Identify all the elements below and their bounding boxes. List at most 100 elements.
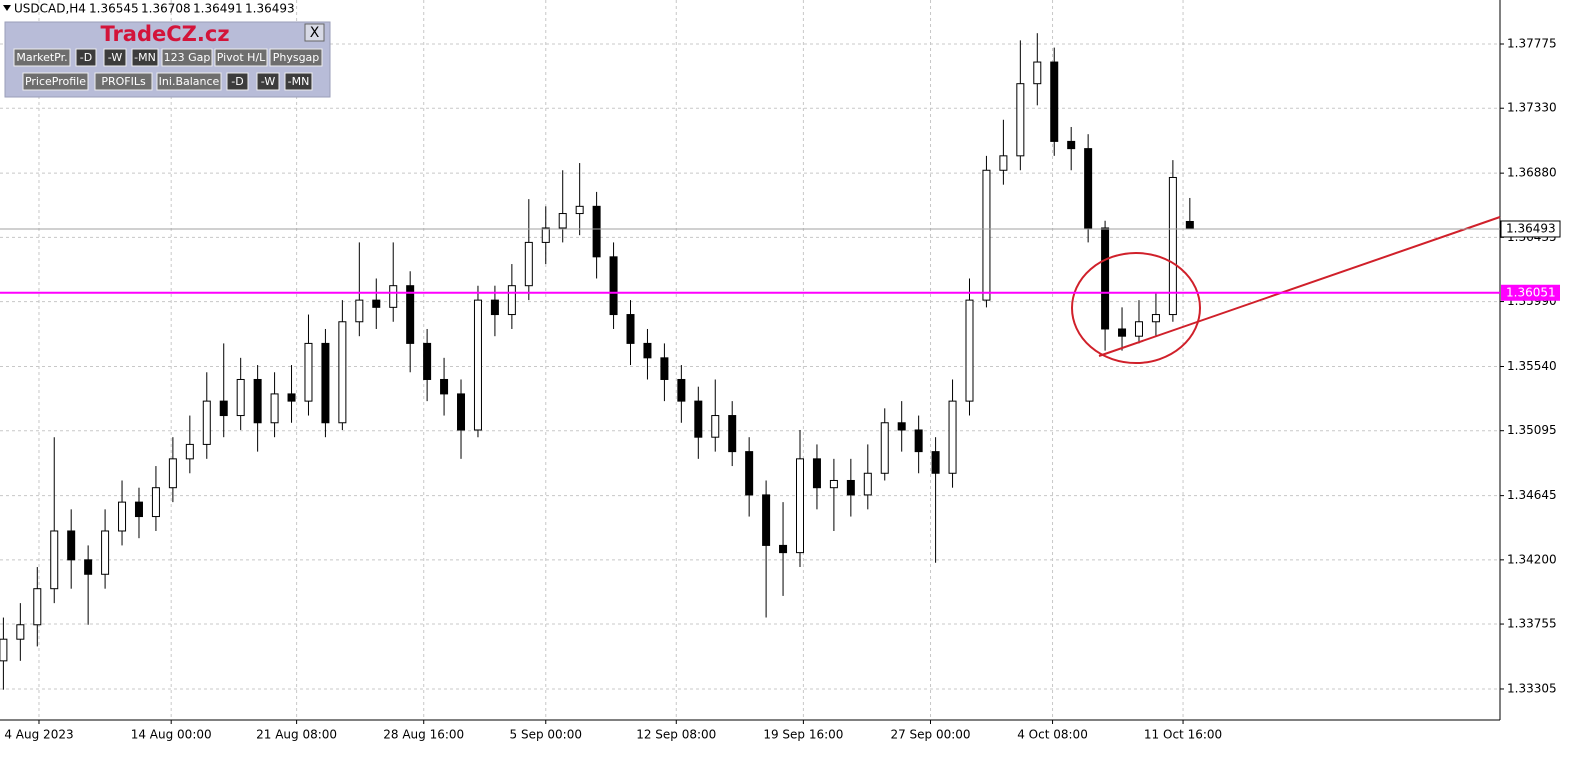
button-background[interactable] bbox=[94, 72, 153, 91]
candle-body bbox=[490, 299, 499, 316]
close-label[interactable]: X bbox=[310, 25, 320, 41]
price-label: 1.36493 bbox=[1506, 221, 1556, 235]
candle-body bbox=[1050, 61, 1059, 142]
button-label[interactable]: -MN bbox=[288, 75, 310, 88]
y-tick-label: 1.35095 bbox=[1507, 423, 1557, 437]
panel-button[interactable]: Ini.Balance bbox=[156, 72, 222, 91]
button-background[interactable] bbox=[75, 48, 97, 67]
menu-arrow[interactable] bbox=[3, 5, 11, 11]
trade-panel: TradeCZ.cz X MarketPr. -D -W -MN 123 Gap Pivo… bbox=[4, 21, 331, 98]
candle-body bbox=[677, 378, 686, 402]
panel-button[interactable]: -W bbox=[103, 48, 127, 67]
x-tick-label: 27 Sep 00:00 bbox=[890, 728, 970, 742]
panel-button[interactable]: -W bbox=[256, 72, 280, 91]
button-label[interactable]: PriceProfile bbox=[25, 75, 86, 88]
last-low: 1.36491 bbox=[193, 2, 243, 16]
candle-body bbox=[1033, 61, 1042, 85]
candle-body bbox=[253, 378, 262, 424]
symbol: USDCAD,H4 bbox=[14, 2, 86, 16]
candle-body bbox=[982, 169, 991, 301]
candle-body bbox=[151, 487, 160, 518]
candle-body bbox=[812, 458, 821, 489]
panel-button[interactable]: -MN bbox=[284, 72, 313, 91]
y-tick-label: 1.34200 bbox=[1507, 552, 1557, 566]
candle-body bbox=[914, 429, 923, 453]
button-label[interactable]: Physgap bbox=[273, 51, 320, 64]
candle-body bbox=[592, 205, 601, 258]
y-tick-label: 1.36880 bbox=[1507, 166, 1557, 180]
candle-body bbox=[440, 378, 449, 395]
close-button[interactable] bbox=[304, 23, 325, 42]
candle-body bbox=[1067, 140, 1076, 150]
candle-body bbox=[1118, 328, 1127, 337]
button-label[interactable]: 123 Gap bbox=[164, 51, 211, 64]
panel-button[interactable]: PriceProfile bbox=[22, 72, 89, 91]
trendline bbox=[1098, 216, 1501, 357]
button-label[interactable]: Pivot H/L bbox=[217, 51, 266, 64]
last-close: 1.36493 bbox=[245, 2, 295, 16]
button-background[interactable] bbox=[131, 48, 159, 67]
panel-button[interactable]: MarketPr. bbox=[13, 48, 71, 67]
candle-body bbox=[457, 393, 466, 431]
y-tick-label: 1.34645 bbox=[1507, 488, 1557, 502]
button-label[interactable]: PROFILs bbox=[101, 75, 146, 88]
panel-button[interactable]: PROFILs bbox=[94, 72, 153, 91]
candle-body bbox=[1168, 176, 1177, 316]
candle-body bbox=[897, 422, 906, 431]
candle-body bbox=[270, 393, 279, 424]
candle-body bbox=[406, 285, 415, 344]
price-box bbox=[1500, 220, 1561, 238]
panel-button[interactable]: Physgap bbox=[269, 48, 323, 67]
candle-body bbox=[473, 299, 482, 431]
candle-body bbox=[1101, 227, 1110, 330]
candle-body bbox=[304, 342, 313, 402]
button-background[interactable] bbox=[284, 72, 313, 91]
button-background[interactable] bbox=[214, 48, 268, 67]
button-label[interactable]: -W bbox=[108, 51, 123, 64]
x-tick-label: 4 Aug 2023 bbox=[4, 728, 73, 742]
x-tick-label: 4 Oct 08:00 bbox=[1017, 728, 1088, 742]
x-tick-label: 19 Sep 16:00 bbox=[763, 728, 843, 742]
candle-body bbox=[67, 530, 76, 561]
button-background[interactable] bbox=[103, 48, 127, 67]
button-label[interactable]: Ini.Balance bbox=[159, 75, 220, 88]
button-label[interactable]: -D bbox=[231, 75, 243, 88]
candle-body bbox=[236, 378, 245, 417]
panel-button[interactable]: 123 Gap bbox=[161, 48, 213, 67]
last-high: 1.36708 bbox=[141, 2, 191, 16]
candle-body bbox=[202, 400, 211, 445]
button-background[interactable] bbox=[256, 72, 280, 91]
button-background[interactable] bbox=[226, 72, 249, 91]
button-background[interactable] bbox=[161, 48, 213, 67]
button-background[interactable] bbox=[13, 48, 71, 67]
candle-body bbox=[0, 638, 8, 662]
candle-body bbox=[1151, 314, 1160, 323]
candle-body bbox=[999, 155, 1008, 171]
button-label[interactable]: -MN bbox=[134, 51, 156, 64]
candle-body bbox=[101, 530, 110, 575]
candle-body bbox=[134, 501, 143, 518]
panel-button[interactable]: -MN bbox=[131, 48, 159, 67]
button-label[interactable]: -D bbox=[80, 51, 92, 64]
button-label[interactable]: MarketPr. bbox=[16, 51, 67, 64]
panel-button[interactable]: Pivot H/L bbox=[214, 48, 268, 67]
y-tick-label: 1.37330 bbox=[1507, 101, 1557, 115]
button-background[interactable] bbox=[269, 48, 323, 67]
x-tick-label: 12 Sep 08:00 bbox=[636, 728, 716, 742]
candle-body bbox=[185, 443, 194, 460]
candle-body bbox=[321, 342, 330, 424]
hline-label: 1.36051 bbox=[1506, 285, 1556, 299]
candle-body bbox=[779, 544, 788, 554]
button-label[interactable]: -W bbox=[261, 75, 276, 88]
panel-button[interactable]: -D bbox=[226, 72, 249, 91]
candle-body bbox=[931, 451, 940, 474]
candle-body bbox=[643, 342, 652, 359]
panel-button[interactable]: -D bbox=[75, 48, 97, 67]
candle-body bbox=[50, 530, 59, 590]
candle-body bbox=[660, 357, 669, 380]
button-background[interactable] bbox=[22, 72, 89, 91]
candle-body bbox=[507, 285, 516, 316]
candle-body bbox=[16, 624, 25, 640]
candle-body bbox=[423, 342, 432, 380]
button-background[interactable] bbox=[156, 72, 222, 91]
